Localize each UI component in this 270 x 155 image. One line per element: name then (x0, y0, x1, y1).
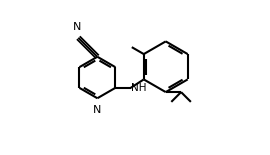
Text: N: N (73, 22, 81, 32)
Text: NH: NH (131, 83, 147, 93)
Text: N: N (93, 105, 102, 115)
